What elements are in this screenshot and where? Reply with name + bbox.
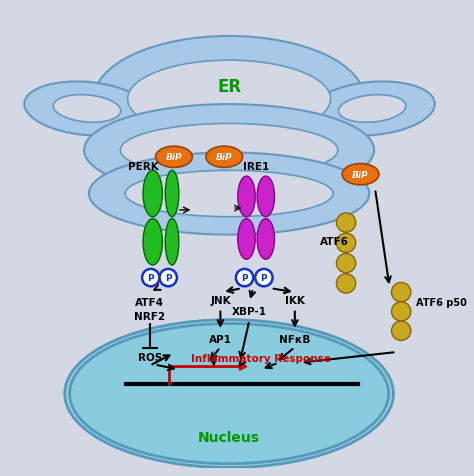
Text: NRF2: NRF2 xyxy=(134,312,165,322)
Ellipse shape xyxy=(165,219,179,266)
Text: NFκB: NFκB xyxy=(279,334,310,344)
Text: AP1: AP1 xyxy=(209,334,232,344)
Ellipse shape xyxy=(125,171,333,217)
Text: BiP: BiP xyxy=(216,153,233,162)
Text: ATF6 p50: ATF6 p50 xyxy=(416,297,466,307)
Ellipse shape xyxy=(120,124,338,177)
Ellipse shape xyxy=(143,219,163,266)
Text: BiP: BiP xyxy=(352,170,369,179)
Circle shape xyxy=(392,302,411,321)
Text: IRE1: IRE1 xyxy=(243,162,269,172)
Text: JNK: JNK xyxy=(210,295,231,305)
Text: IKK: IKK xyxy=(285,295,305,305)
Ellipse shape xyxy=(257,177,274,217)
Circle shape xyxy=(337,234,356,253)
Text: Nucleus: Nucleus xyxy=(198,430,260,444)
Ellipse shape xyxy=(257,219,274,260)
Circle shape xyxy=(392,283,411,302)
Text: PERK: PERK xyxy=(128,162,158,172)
Circle shape xyxy=(392,321,411,341)
Ellipse shape xyxy=(342,164,379,186)
Ellipse shape xyxy=(338,96,406,123)
Ellipse shape xyxy=(89,153,369,235)
Circle shape xyxy=(236,269,253,287)
Ellipse shape xyxy=(128,61,330,138)
Ellipse shape xyxy=(65,320,393,467)
Circle shape xyxy=(337,254,356,273)
Ellipse shape xyxy=(143,171,163,217)
Ellipse shape xyxy=(24,82,150,136)
Circle shape xyxy=(159,269,177,287)
Text: P: P xyxy=(147,274,154,283)
Ellipse shape xyxy=(238,219,255,260)
Circle shape xyxy=(142,269,159,287)
Ellipse shape xyxy=(238,177,255,217)
Text: ER: ER xyxy=(217,78,241,96)
Ellipse shape xyxy=(70,324,389,464)
Text: ATF4: ATF4 xyxy=(136,297,164,307)
Ellipse shape xyxy=(310,82,435,136)
Ellipse shape xyxy=(94,37,365,162)
Text: XBP-1: XBP-1 xyxy=(232,307,267,317)
Circle shape xyxy=(337,274,356,294)
Text: Inflammatory Response: Inflammatory Response xyxy=(191,353,331,363)
Text: P: P xyxy=(261,274,267,283)
Ellipse shape xyxy=(53,96,121,123)
Text: ROS: ROS xyxy=(138,352,162,362)
Text: P: P xyxy=(165,274,172,283)
Ellipse shape xyxy=(206,147,243,168)
Ellipse shape xyxy=(155,147,192,168)
Text: BiP: BiP xyxy=(166,153,182,162)
Circle shape xyxy=(337,213,356,233)
Text: ATF6: ATF6 xyxy=(320,237,349,247)
Circle shape xyxy=(255,269,273,287)
Text: P: P xyxy=(241,274,248,283)
Ellipse shape xyxy=(165,171,179,217)
Ellipse shape xyxy=(84,105,374,197)
